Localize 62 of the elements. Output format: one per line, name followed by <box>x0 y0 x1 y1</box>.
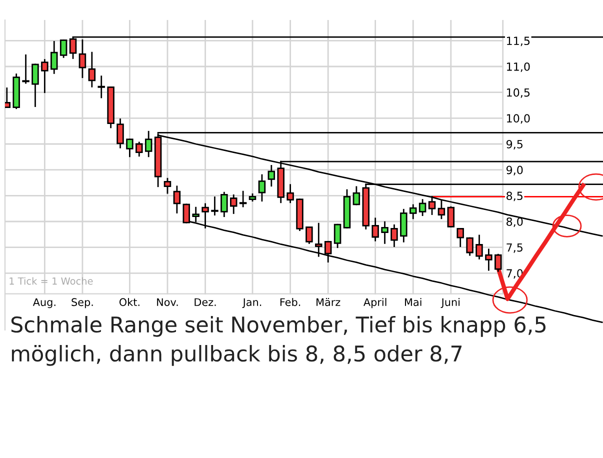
candlestick <box>476 234 483 260</box>
y-tick-label: 10,0 <box>507 114 530 124</box>
candlestick <box>372 218 379 242</box>
annotation: Schmale Range seit November, Tief bis knapp 6,5 möglich, dann pullback bis 8, 8,5 oder 8,7 <box>11 316 546 366</box>
candlestick <box>60 39 68 58</box>
candlestick <box>126 138 134 158</box>
candlestick <box>315 222 322 257</box>
candlestick <box>239 190 247 208</box>
candlestick <box>324 240 332 262</box>
candlestick <box>220 192 228 218</box>
candlestick <box>400 208 408 242</box>
candlestick <box>447 206 455 228</box>
annotation: 1 Tick = 1 Woche <box>10 277 93 285</box>
candlestick <box>306 226 313 244</box>
candlestick <box>136 142 143 157</box>
candlestick <box>418 199 426 216</box>
candlestick <box>428 196 436 215</box>
candlestick <box>88 52 96 88</box>
candlestick <box>334 224 342 248</box>
candlestick <box>98 76 105 98</box>
x-tick-label: Aug. <box>32 298 56 308</box>
candlestick <box>144 130 152 158</box>
candlestick <box>456 228 464 247</box>
candlestick <box>22 54 30 84</box>
candlestick <box>32 64 39 107</box>
candlestick <box>390 224 398 247</box>
x-tick-label: Feb. <box>280 298 300 306</box>
y-tick-label: 9,0 <box>506 166 523 176</box>
candlestick <box>173 186 181 214</box>
candlestick <box>409 204 417 220</box>
candlestick <box>485 248 492 271</box>
candlestick <box>50 41 58 74</box>
x-tick-label: Nov. <box>157 298 178 306</box>
candlestick <box>230 194 238 214</box>
candlestick <box>78 39 86 78</box>
candlestick <box>381 221 388 244</box>
y-tick-label: 9,5 <box>506 140 522 150</box>
x-tick-label: Okt. <box>119 298 140 306</box>
x-tick-label: Jan. <box>242 298 262 308</box>
x-tick-label: März <box>316 298 340 306</box>
y-tick-label: 11,5 <box>507 36 530 46</box>
x-tick-label: Mai <box>405 298 422 306</box>
candlestick <box>268 165 276 187</box>
y-tick-label: 10,5 <box>507 88 530 98</box>
candlestick <box>494 254 502 272</box>
y-tick-label: 7,5 <box>506 243 522 253</box>
candlestick <box>116 118 124 148</box>
x-tick-label: April <box>364 298 386 308</box>
y-tick-label: 11,0 <box>507 62 530 72</box>
candlestick <box>211 196 218 216</box>
x-tick-label: Dez. <box>194 298 216 306</box>
candlestick <box>352 186 360 206</box>
x-tick-label: Juni <box>440 298 460 308</box>
candlestick <box>41 59 48 94</box>
candlestick <box>164 178 172 194</box>
candlestick <box>466 237 474 256</box>
candlestick <box>438 200 446 220</box>
candlestick <box>258 174 266 202</box>
y-tick-label: 8,0 <box>506 217 523 228</box>
y-tick-label: 8,5 <box>506 192 522 202</box>
x-tick-label: Sep. <box>72 298 93 308</box>
candlestick <box>286 184 294 204</box>
